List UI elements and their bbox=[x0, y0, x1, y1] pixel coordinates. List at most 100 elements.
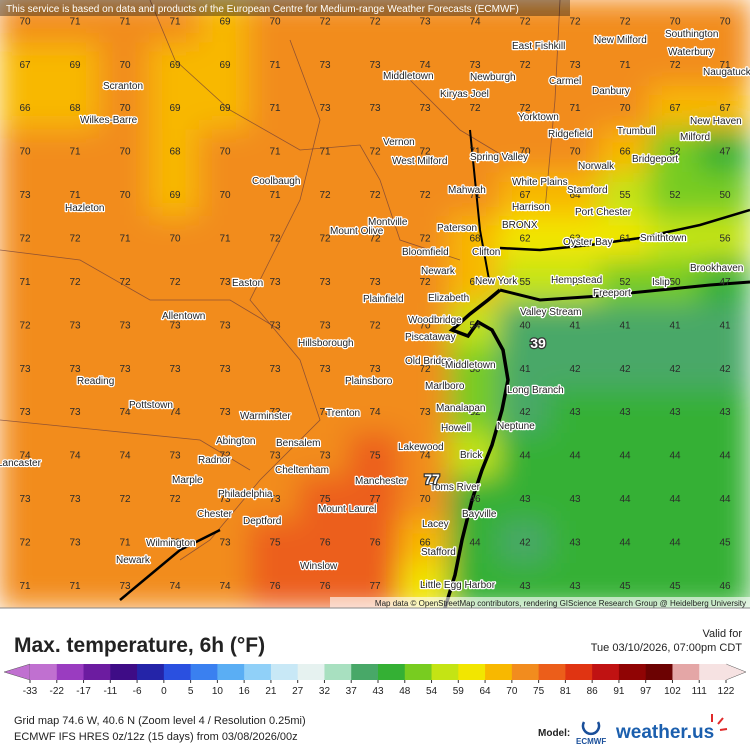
grid-cell bbox=[349, 476, 401, 523]
colorbar-segment bbox=[431, 664, 459, 680]
city: Bensalem bbox=[276, 438, 320, 449]
city: Hillsborough bbox=[298, 338, 354, 349]
colorbar-label: 5 bbox=[188, 686, 194, 697]
grid-cell bbox=[0, 476, 51, 523]
colorbar-label: -11 bbox=[103, 686, 117, 697]
grid-value: 74 bbox=[119, 451, 131, 462]
grid-value: 71 bbox=[69, 16, 81, 27]
city: Paterson bbox=[437, 223, 477, 234]
grid-value: 70 bbox=[619, 103, 631, 114]
borders bbox=[0, 0, 561, 561]
grid-value: 73 bbox=[19, 407, 31, 418]
grid-cell bbox=[99, 0, 151, 45]
grid-value: 57 bbox=[569, 277, 581, 288]
grid-values: 70 71 71 71 69 70 72 72 73 74 72 72 72 70 70 67 69 70 69 69… bbox=[19, 16, 731, 592]
colorbar-segment bbox=[244, 664, 272, 680]
grid-cell bbox=[49, 346, 101, 392]
grid-cell bbox=[599, 303, 651, 349]
grid-value: 73 bbox=[69, 320, 81, 331]
city: Stamford bbox=[567, 185, 608, 196]
grid-value: 73 bbox=[419, 407, 431, 418]
grid-cell bbox=[499, 520, 551, 566]
colorbar-label: -17 bbox=[76, 686, 91, 697]
colorbar-arrow bbox=[3, 663, 31, 681]
grid-cell bbox=[99, 85, 151, 132]
colorbar-segment bbox=[351, 664, 379, 680]
city: Long Branch bbox=[507, 385, 564, 396]
brand: weather.us bbox=[615, 722, 714, 743]
grid-value: 73 bbox=[419, 16, 431, 27]
grid-value: 52 bbox=[669, 190, 681, 201]
city: New York bbox=[475, 276, 518, 287]
grid-value: 70 bbox=[169, 233, 181, 244]
grid-cell bbox=[599, 433, 651, 479]
grid-cell bbox=[599, 42, 651, 88]
grid-value: 42 bbox=[619, 364, 631, 375]
grid-value: 72 bbox=[419, 364, 431, 375]
grid-cell bbox=[599, 346, 651, 392]
grid-value: 67 bbox=[519, 190, 531, 201]
colorbar-label: 64 bbox=[480, 686, 492, 697]
grid-value: 73 bbox=[269, 451, 281, 462]
grid-cell bbox=[449, 476, 501, 523]
city: Elizabeth bbox=[428, 293, 469, 304]
grid-cell bbox=[399, 129, 451, 175]
grid-value: 71 bbox=[119, 537, 131, 548]
grid-value: 69 bbox=[169, 103, 181, 114]
colorbar-arrow bbox=[725, 663, 747, 681]
grid-cell bbox=[499, 129, 551, 175]
grid-value: 44 bbox=[469, 537, 481, 548]
colorbar-label: 48 bbox=[399, 686, 411, 697]
grid-cell bbox=[249, 85, 301, 132]
colorbar-segment bbox=[699, 664, 727, 680]
grid-cell bbox=[649, 476, 701, 523]
grid-value: 74 bbox=[169, 407, 181, 418]
city: Oyster Bay bbox=[563, 237, 612, 248]
grid-value: 50 bbox=[669, 277, 681, 288]
city: Middletown bbox=[445, 360, 496, 371]
grid-value: 72 bbox=[269, 233, 281, 244]
colorbar-label: 54 bbox=[426, 686, 438, 697]
grid-cell bbox=[349, 303, 401, 349]
colorbar-label: 16 bbox=[239, 686, 251, 697]
grid-value: 72 bbox=[369, 190, 381, 201]
city: Port Chester bbox=[575, 207, 632, 218]
grid-cell bbox=[549, 85, 601, 132]
grid-cell bbox=[49, 563, 101, 608]
grid-value: 56 bbox=[719, 233, 731, 244]
city: Valley Stream bbox=[520, 307, 582, 318]
grid-cell bbox=[599, 85, 651, 132]
grid-value: 73 bbox=[369, 364, 381, 375]
grid-cell bbox=[399, 520, 451, 566]
grid-cell bbox=[549, 520, 601, 566]
city: Reading bbox=[77, 376, 114, 387]
grid-value: 70 bbox=[119, 103, 131, 114]
city: Brick bbox=[460, 450, 483, 461]
grid-cell bbox=[499, 0, 551, 45]
city: Lacey bbox=[422, 519, 449, 530]
colorbar-label: 37 bbox=[346, 686, 358, 697]
city: Mahwah bbox=[448, 185, 486, 196]
grid-cell bbox=[149, 85, 201, 132]
grid-cell bbox=[299, 476, 351, 523]
grid-value: 68 bbox=[469, 233, 481, 244]
grid-value: 72 bbox=[519, 60, 531, 71]
grid-value: 41 bbox=[669, 320, 681, 331]
city: Toms River bbox=[430, 482, 481, 493]
grid-cell bbox=[349, 172, 401, 219]
city: Wilkes-Barre bbox=[80, 115, 138, 126]
grid-value: 69 bbox=[219, 103, 231, 114]
colorbar-label: 75 bbox=[533, 686, 545, 697]
grid-cell bbox=[149, 129, 201, 175]
city: Montville bbox=[368, 217, 408, 228]
city: Islip bbox=[652, 277, 670, 288]
city: Clifton bbox=[472, 247, 500, 258]
grid-value: 72 bbox=[419, 147, 431, 158]
grid-cell bbox=[149, 259, 201, 305]
grid-value: 45 bbox=[619, 581, 631, 592]
city: Newark bbox=[116, 555, 151, 566]
grid-cell bbox=[49, 172, 101, 219]
grid-value: 44 bbox=[669, 494, 681, 505]
map: 70 71 71 71 69 70 72 72 73 74 72 72 72 70 70 67 69 70 69 69… bbox=[0, 0, 750, 608]
grid-cell bbox=[0, 563, 51, 608]
